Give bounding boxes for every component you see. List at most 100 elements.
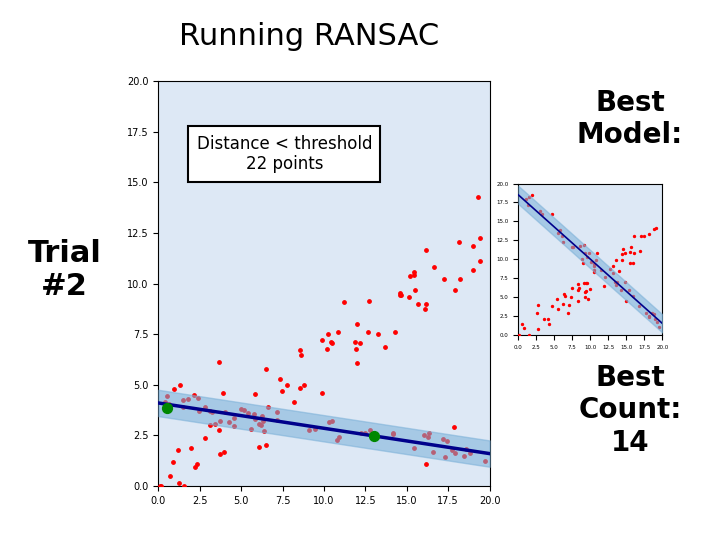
Point [621, 297, 632, 306]
Point [449, 286, 461, 294]
Point [364, 426, 375, 434]
Point [204, 421, 216, 429]
Point [248, 410, 260, 418]
Point [474, 257, 485, 266]
Point [274, 374, 286, 383]
Point [644, 312, 655, 321]
Point [521, 195, 532, 204]
Point [159, 397, 171, 406]
Point [585, 257, 596, 266]
Point [461, 445, 472, 454]
Point [182, 395, 194, 403]
Point [654, 322, 665, 331]
Point [410, 286, 421, 295]
Point [423, 433, 434, 441]
Point [613, 267, 624, 276]
Point [359, 429, 371, 437]
Text: Best
Model:: Best Model: [577, 89, 683, 149]
Point [611, 278, 623, 286]
Point [438, 274, 450, 283]
Point [534, 206, 545, 215]
Point [192, 394, 204, 402]
Point [627, 292, 639, 301]
Point [246, 424, 257, 433]
Point [213, 426, 225, 434]
Point [262, 402, 274, 411]
Point [480, 457, 491, 465]
Point [199, 403, 211, 411]
Point [228, 422, 240, 430]
Point [588, 267, 599, 276]
Point [253, 443, 265, 451]
Point [604, 264, 616, 273]
Point [420, 246, 431, 254]
Point [532, 300, 544, 309]
Point [572, 286, 584, 294]
Point [419, 305, 431, 314]
Point [572, 280, 584, 288]
Point [408, 443, 420, 452]
Point [257, 417, 269, 426]
Point [616, 250, 628, 259]
Point [629, 231, 640, 240]
Point [316, 388, 328, 397]
Point [217, 389, 229, 397]
Point [516, 320, 528, 328]
Point [193, 407, 204, 415]
Point [298, 381, 310, 389]
Point [178, 482, 189, 490]
Point [199, 434, 210, 442]
Point [562, 308, 574, 317]
Point [567, 243, 579, 252]
Point [572, 297, 584, 306]
Point [552, 228, 564, 237]
Point [574, 242, 585, 251]
Point [333, 433, 345, 441]
Point [558, 290, 570, 299]
Point [635, 232, 647, 241]
Point [513, 330, 524, 339]
Point [649, 315, 661, 323]
Point [394, 288, 405, 297]
Point [189, 391, 200, 400]
Point [579, 293, 590, 301]
Point [420, 300, 432, 308]
Point [634, 301, 645, 310]
Point [253, 420, 265, 429]
Point [206, 408, 217, 417]
Point [282, 380, 293, 389]
Point [387, 430, 399, 438]
Point [610, 280, 621, 289]
Point [161, 404, 173, 413]
Point [258, 427, 269, 436]
Point [177, 396, 189, 404]
Point [372, 330, 384, 339]
Point [323, 418, 335, 427]
Point [565, 293, 577, 301]
Point [352, 359, 364, 367]
Point [441, 437, 453, 445]
Point [580, 288, 591, 296]
Point [218, 448, 230, 456]
Point [168, 457, 179, 466]
Point [552, 305, 564, 313]
Point [557, 238, 569, 246]
Point [177, 403, 189, 411]
Point [364, 296, 375, 305]
Point [163, 400, 174, 409]
Point [611, 255, 622, 264]
Point [559, 292, 571, 300]
Point [238, 406, 250, 414]
Point [331, 436, 343, 445]
Point [454, 275, 465, 284]
Point [624, 286, 635, 295]
Point [362, 328, 374, 336]
Point [309, 425, 320, 434]
Point [523, 193, 534, 202]
Point [256, 420, 267, 429]
Point [325, 417, 337, 426]
Point [639, 232, 650, 240]
Point [368, 432, 379, 441]
Point [617, 245, 629, 253]
Point [304, 426, 315, 434]
